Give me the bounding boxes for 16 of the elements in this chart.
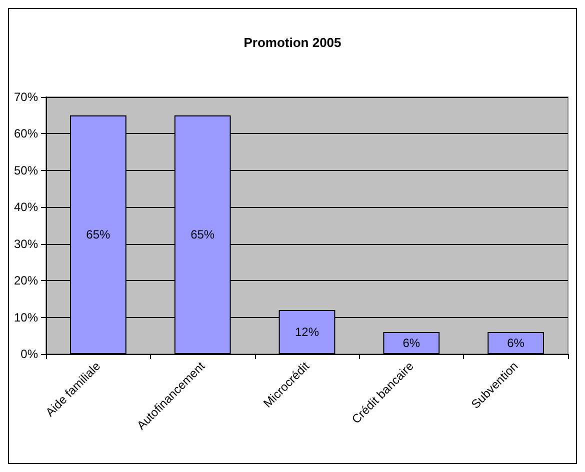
data-label: 65% — [86, 228, 111, 242]
chart-title: Promotion 2005 — [244, 35, 342, 50]
y-tick-label: 30% — [14, 236, 38, 251]
y-tick-label: 70% — [14, 90, 38, 104]
bar — [383, 332, 440, 354]
data-label: 65% — [190, 228, 215, 242]
data-label: 6% — [402, 336, 420, 350]
y-tick-label: 50% — [14, 163, 38, 178]
y-tick-label: 40% — [14, 200, 38, 214]
data-label: 6% — [507, 336, 525, 350]
y-tick-label: 20% — [14, 274, 38, 288]
y-tick-label: 60% — [14, 126, 38, 141]
y-tick-label: 0% — [20, 347, 38, 361]
y-tick-label: 10% — [14, 310, 38, 324]
bar — [488, 332, 544, 354]
data-label: 12% — [294, 324, 320, 339]
